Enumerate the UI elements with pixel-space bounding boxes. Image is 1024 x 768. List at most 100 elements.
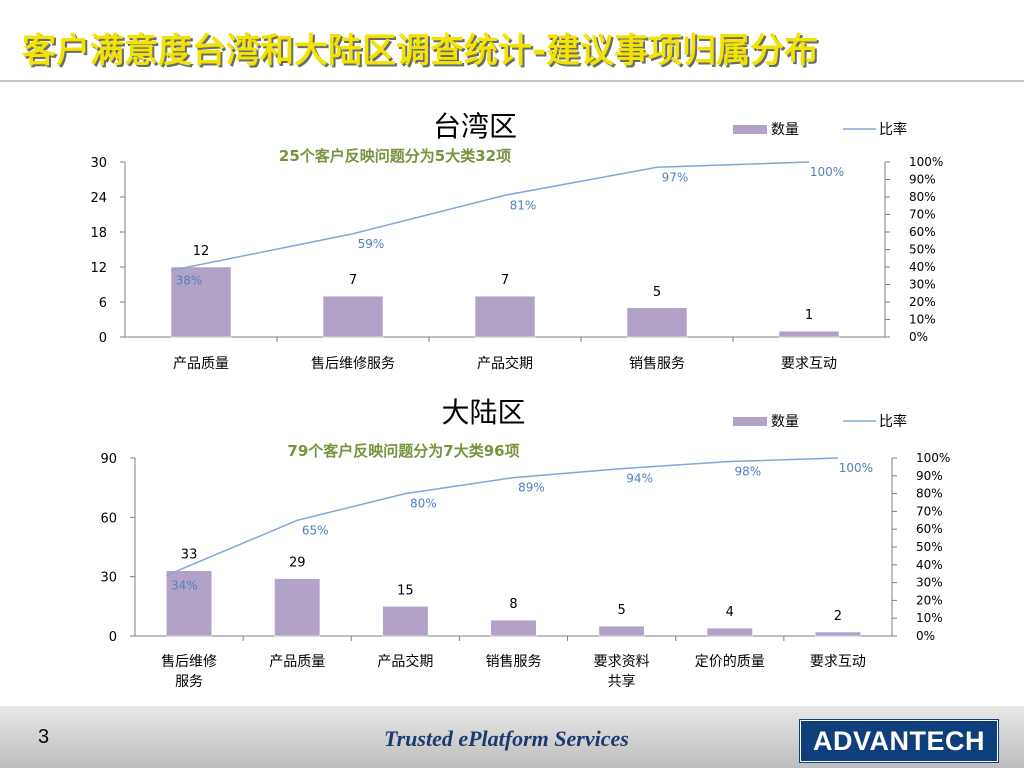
chart1-right-tick-label: 80%	[909, 190, 936, 204]
chart1-left-tick-label: 30	[90, 156, 107, 171]
chart2-legend-bar-swatch	[733, 417, 767, 426]
advantech-logo: ADVANTECH	[800, 720, 998, 762]
chart2-right-tick-label: 30%	[916, 576, 943, 590]
chart2-category-label: 产品交期	[377, 653, 433, 670]
chart1-category-label: 产品质量	[173, 356, 229, 372]
chart1-bar	[626, 307, 688, 338]
chart1-left-tick-label: 24	[90, 191, 107, 206]
chart2-category-label: 服务	[175, 674, 203, 690]
chart1-right-tick-label: 10%	[909, 313, 936, 327]
chart1-ratio-value-label: 100%	[810, 165, 844, 179]
chart1-left-tick-label: 12	[90, 261, 107, 276]
chart1-category-label: 要求互动	[781, 356, 837, 372]
chart2-ratio-value-label: 94%	[626, 472, 653, 486]
footer-tagline: Trusted ePlatform Services	[384, 726, 629, 751]
chart2-right-tick-label: 60%	[916, 522, 943, 536]
chart2-left-tick-label: 30	[100, 571, 117, 586]
chart2-bar	[598, 625, 645, 637]
chart1-right-tick-label: 60%	[909, 225, 936, 239]
chart2-category-label: 销售服务	[486, 654, 542, 670]
chart1-right-tick-label: 0%	[909, 330, 928, 344]
chart2-bar	[166, 570, 213, 637]
chart2-right-tick-label: 80%	[916, 487, 943, 501]
chart1-ratio-line	[170, 161, 810, 272]
chart2-bar-value-label: 29	[289, 556, 306, 571]
chart2-category-label: 要求互动	[810, 654, 866, 670]
chart1-bar	[778, 330, 840, 338]
chart1-bar-value-label: 7	[349, 273, 357, 288]
chart1-bar	[170, 266, 232, 338]
chart2-ratio-value-label: 98%	[734, 465, 761, 479]
chart1-right-tick-label: 100%	[909, 155, 943, 169]
chart2-bar	[706, 627, 753, 637]
chart2-bar-value-label: 8	[509, 597, 517, 612]
chart1-right-tick-label: 50%	[909, 243, 936, 257]
chart1-bar-value-label: 1	[805, 308, 813, 323]
chart2-category-label: 定价的质量	[695, 654, 765, 670]
chart2-ratio-line	[166, 457, 838, 577]
chart2-legend-bar-label: 数量	[771, 414, 799, 430]
chart1-ratio-value-label: 59%	[358, 237, 385, 251]
chart1-legend-line-label: 比率	[879, 121, 907, 138]
chart2-title: 大陆区	[441, 396, 525, 429]
chart2-left-tick-label: 90	[100, 452, 117, 467]
chart2-bar-value-label: 4	[726, 605, 734, 620]
chart2-legend-line-label: 比率	[879, 413, 907, 430]
chart1-legend-bar-swatch	[733, 125, 767, 134]
chart2-right-tick-label: 100%	[916, 451, 950, 465]
chart2-category-label: 共享	[608, 673, 636, 690]
chart2-ratio-value-label: 100%	[839, 461, 873, 475]
chart2-right-tick-label: 50%	[916, 540, 943, 554]
chart2-right-tick-label: 0%	[916, 629, 935, 643]
chart2-bar	[490, 619, 537, 637]
chart1-ratio-value-label: 81%	[510, 198, 537, 212]
chart2-bar	[814, 631, 861, 637]
footer-bar: 3 Trusted ePlatform Services ADVANTECH	[0, 706, 1024, 768]
chart2-ratio-value-label: 34%	[171, 578, 198, 592]
chart1-category-label: 售后维修服务	[311, 356, 395, 372]
chart2-category-label: 要求资料	[594, 654, 650, 670]
chart2-subtitle: 79个客户反映问题分为7大类96项	[287, 442, 519, 460]
title-divider	[0, 80, 1024, 82]
chart2-right-tick-label: 40%	[916, 558, 943, 572]
chart1-right-tick-label: 70%	[909, 208, 936, 222]
chart2-bar-value-label: 5	[618, 603, 626, 618]
chart1-legend-bar-label: 数量	[771, 122, 799, 138]
chart2-bar-value-label: 2	[834, 609, 842, 624]
chart1-right-tick-label: 20%	[909, 295, 936, 309]
chart1-bar	[322, 295, 384, 338]
chart1-right-tick-label: 40%	[909, 260, 936, 274]
chart2-right-tick-label: 90%	[916, 469, 943, 483]
chart1-left-tick-label: 18	[90, 226, 107, 241]
chart2-category-label: 产品质量	[269, 654, 325, 670]
chart1-left-tick-label: 6	[99, 296, 107, 311]
chart1-bar	[474, 295, 536, 338]
chart1-right-tick-label: 90%	[909, 173, 936, 187]
chart2-left-tick-label: 0	[109, 630, 117, 645]
chart1-bar-value-label: 7	[501, 273, 509, 288]
chart1-ratio-value-label: 97%	[662, 170, 689, 184]
chart2-bar-value-label: 15	[397, 583, 414, 598]
chart2-right-tick-label: 10%	[916, 611, 943, 625]
chart2-category-label: 售后维修	[161, 654, 217, 670]
chart2-bar	[382, 606, 429, 637]
logo-text: ADVANTECH	[813, 726, 985, 756]
chart1-title: 台湾区	[433, 110, 517, 143]
slide-title: 客户满意度台湾和大陆区调查统计-建议事项归属分布	[22, 31, 819, 71]
chart1-right-tick-label: 30%	[909, 278, 936, 292]
chart2-ratio-value-label: 65%	[302, 523, 329, 537]
chart1-bar-value-label: 12	[193, 244, 210, 259]
chart2-right-tick-label: 70%	[916, 504, 943, 518]
chart2-ratio-value-label: 89%	[518, 481, 545, 495]
chart1-left-tick-label: 0	[99, 331, 107, 346]
chart1-category-label: 产品交期	[477, 355, 533, 372]
chart1-category-label: 销售服务	[629, 356, 685, 372]
chart2-bar-value-label: 33	[181, 548, 198, 563]
chart1-bar-value-label: 5	[653, 285, 661, 300]
chart2-bar	[274, 578, 321, 637]
chart2-right-tick-label: 20%	[916, 593, 943, 607]
chart1-subtitle: 25个客户反映问题分为5大类32项	[279, 147, 511, 165]
chart1-ratio-value-label: 38%	[176, 274, 203, 288]
page-number: 3	[38, 726, 50, 748]
